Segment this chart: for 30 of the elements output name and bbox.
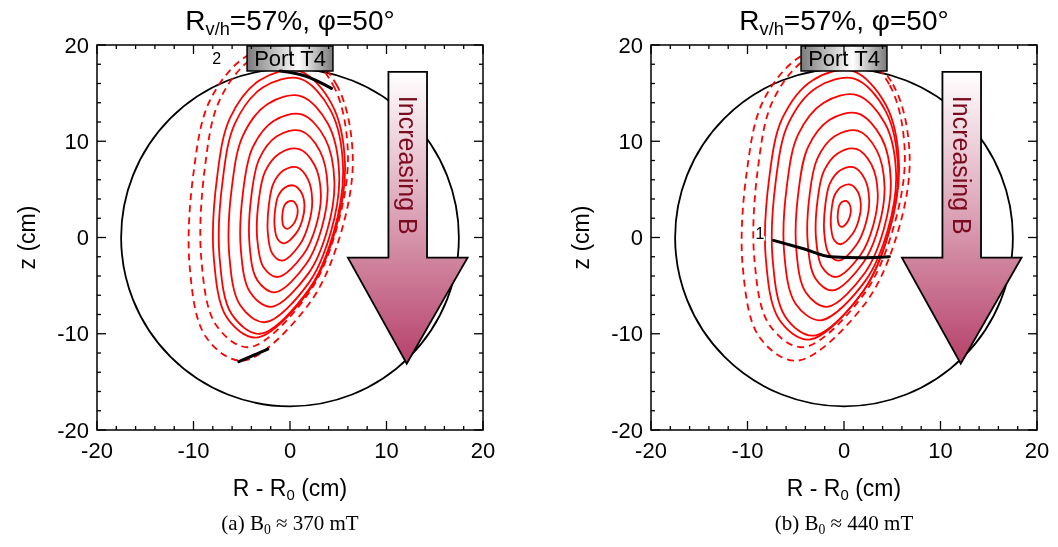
x-tick-label: -10 [731,438,764,463]
y-tick-label: 20 [618,32,643,58]
annotation: 2 [212,49,222,67]
chart-title: R$_{v/h}$=57%, φ=50° [185,5,395,39]
annotation: 1 [755,224,765,242]
annotation: Port T4 [254,45,326,71]
y-tick-label: 10 [64,128,89,154]
y-tick-label: -10 [57,321,89,347]
x-tick-label: 20 [1024,438,1050,463]
y-tick-label: -10 [611,321,643,347]
x-tick-label: 10 [374,438,399,463]
x-tick-label: 0 [837,438,851,463]
annotation: Port T4 [808,45,880,71]
chart-title: R$_{v/h}$=57%, φ=50° [739,5,949,39]
text: (a) B$_{0}$ ≈ 370 mT [221,511,359,537]
y-tick-label: 0 [76,225,89,250]
y-axis-title: z (cm) [568,205,594,270]
y-tick-label: 10 [618,128,643,154]
annotation: Increasing B [947,95,976,235]
x-tick-label: 0 [283,438,297,463]
y-axis-title: z (cm) [14,205,40,270]
y-tick-label: 0 [630,225,643,250]
x-axis-title: R - R$_{0}$ (cm) [786,475,902,503]
x-tick-label: -10 [177,438,210,463]
annotation: Increasing B [393,95,422,235]
text: (b) B$_{0}$ ≈ 440 mT [774,511,914,537]
x-tick-label: 20 [470,438,496,463]
x-tick-label: 10 [928,438,953,463]
y-tick-label: 20 [64,32,89,58]
x-axis-title: R - R$_{0}$ (cm) [232,475,348,503]
